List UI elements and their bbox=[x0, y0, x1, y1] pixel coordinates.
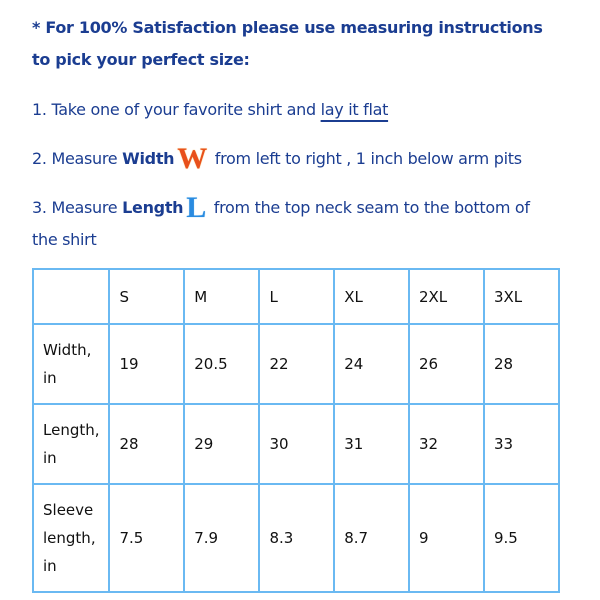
row-label-line: Width, bbox=[43, 341, 92, 359]
intro-line-1: * For 100% Satisfaction please use measu… bbox=[32, 18, 543, 37]
table-row: Length, in 28 29 30 31 32 33 bbox=[31, 403, 561, 485]
length-l-icon: L bbox=[186, 191, 206, 224]
table-cell: 24 bbox=[333, 323, 410, 405]
row-label: Sleeve length, in bbox=[31, 483, 111, 593]
row-label-line: in bbox=[43, 449, 57, 467]
row-label: Width, in bbox=[31, 323, 111, 405]
table-cell: 7.9 bbox=[183, 483, 261, 593]
size-chart-table: S M L XL 2XL 3XL Width, in 19 20.5 22 24 26 28 Length… bbox=[31, 268, 561, 593]
table-cell: 26 bbox=[407, 323, 485, 405]
row-label: Length, in bbox=[31, 403, 111, 485]
step-2-text: 2. Measure bbox=[32, 149, 123, 168]
table-cell: 7.5 bbox=[108, 483, 186, 593]
header-cell: XL bbox=[333, 268, 410, 325]
width-w-icon: W bbox=[177, 142, 207, 175]
table-header-row: S M L XL 2XL 3XL bbox=[31, 268, 561, 325]
row-label-line: length, bbox=[43, 529, 96, 547]
table-cell: 8.3 bbox=[258, 483, 336, 593]
row-label-line: Length, bbox=[43, 421, 100, 439]
table-cell: 32 bbox=[407, 403, 485, 485]
row-label-line: Sleeve bbox=[43, 501, 94, 519]
row-label-line: in bbox=[43, 369, 57, 387]
table-cell: 19 bbox=[108, 323, 186, 405]
table-cell: 28 bbox=[482, 323, 561, 405]
step-3-text: 3. Measure bbox=[32, 198, 123, 217]
intro-line-2: to pick your perfect size: bbox=[32, 50, 250, 69]
table-cell: 8.7 bbox=[333, 483, 410, 593]
table-cell: 28 bbox=[108, 403, 186, 485]
row-label-line: in bbox=[43, 557, 57, 575]
table-cell: 31 bbox=[333, 403, 410, 485]
header-cell: M bbox=[183, 268, 261, 325]
table-cell: 29 bbox=[183, 403, 261, 485]
lay-it-flat-link[interactable]: lay it flat bbox=[320, 100, 389, 119]
step-3-suffix: from the top neck seam to the bottom of bbox=[209, 198, 530, 217]
length-label: Length bbox=[122, 198, 184, 217]
header-cell bbox=[31, 268, 111, 325]
step-2-suffix: from left to right , 1 inch below arm pi… bbox=[209, 149, 522, 168]
width-label: Width bbox=[122, 149, 175, 168]
header-cell: 2XL bbox=[407, 268, 485, 325]
table-cell: 9.5 bbox=[482, 483, 561, 593]
step-1-text: 1. Take one of your favorite shirt and bbox=[32, 100, 321, 119]
table-row: Sleeve length, in 7.5 7.9 8.3 8.7 9 9.5 bbox=[31, 483, 561, 593]
table-cell: 30 bbox=[258, 403, 336, 485]
step-2: 2. Measure Width W from left to right , 1… bbox=[32, 142, 522, 175]
table-cell: 9 bbox=[407, 483, 485, 593]
table-cell: 33 bbox=[482, 403, 561, 485]
step-3: 3. Measure Length L from the top neck sea… bbox=[32, 191, 530, 224]
header-cell: 3XL bbox=[482, 268, 561, 325]
header-cell: S bbox=[108, 268, 186, 325]
step-1: 1. Take one of your favorite shirt and l… bbox=[32, 100, 388, 119]
table-cell: 22 bbox=[258, 323, 336, 405]
step-3-continuation: the shirt bbox=[32, 230, 97, 249]
table-cell: 20.5 bbox=[183, 323, 261, 405]
header-cell: L bbox=[258, 268, 336, 325]
table-row: Width, in 19 20.5 22 24 26 28 bbox=[31, 323, 561, 405]
